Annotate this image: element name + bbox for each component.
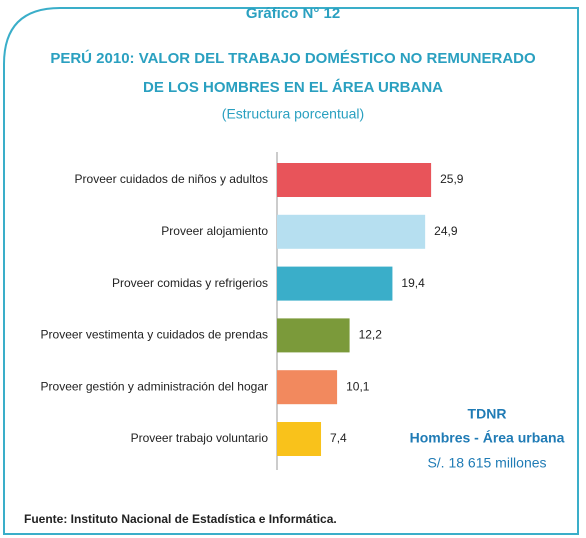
- annotation: S/. 18 615 millones: [427, 455, 546, 471]
- category-label: Proveer alojamiento: [161, 224, 268, 238]
- frame: [3, 7, 579, 535]
- bar: [277, 370, 338, 405]
- bar: [277, 318, 350, 353]
- category-label: Proveer vestimenta y cuidados de prendas: [41, 328, 268, 342]
- annotation: TDNR: [468, 406, 507, 422]
- value-label: 19,4: [401, 276, 425, 290]
- unit-note: (Estructura porcentual): [222, 106, 364, 122]
- bar: [277, 266, 393, 301]
- value-label: 25,9: [440, 172, 464, 186]
- bar: [277, 214, 426, 249]
- annotation: Hombres - Área urbana: [410, 430, 565, 446]
- value-label: 24,9: [434, 224, 458, 238]
- value-label: 10,1: [346, 379, 370, 393]
- bar: [277, 422, 322, 456]
- value-label: 12,2: [359, 328, 383, 342]
- value-label: 7,4: [330, 431, 347, 445]
- category-label: Proveer comidas y refrigerios: [112, 276, 268, 290]
- category-label: Proveer gestión y administración del hog…: [41, 379, 268, 393]
- category-label: Proveer trabajo voluntario: [131, 431, 269, 445]
- source: Fuente: Instituto Nacional de Estadístic…: [24, 512, 337, 526]
- chart-subtitle: PERÚ 2010: VALOR DEL TRABAJO DOMÉSTICO N…: [50, 49, 536, 67]
- chart-subtitle: DE LOS HOMBRES EN EL ÁREA URBANA: [143, 79, 443, 96]
- bar: [277, 163, 432, 197]
- category-label: Proveer cuidados de niños y adultos: [75, 172, 268, 186]
- chart-title: Gráfico N° 12: [246, 5, 340, 22]
